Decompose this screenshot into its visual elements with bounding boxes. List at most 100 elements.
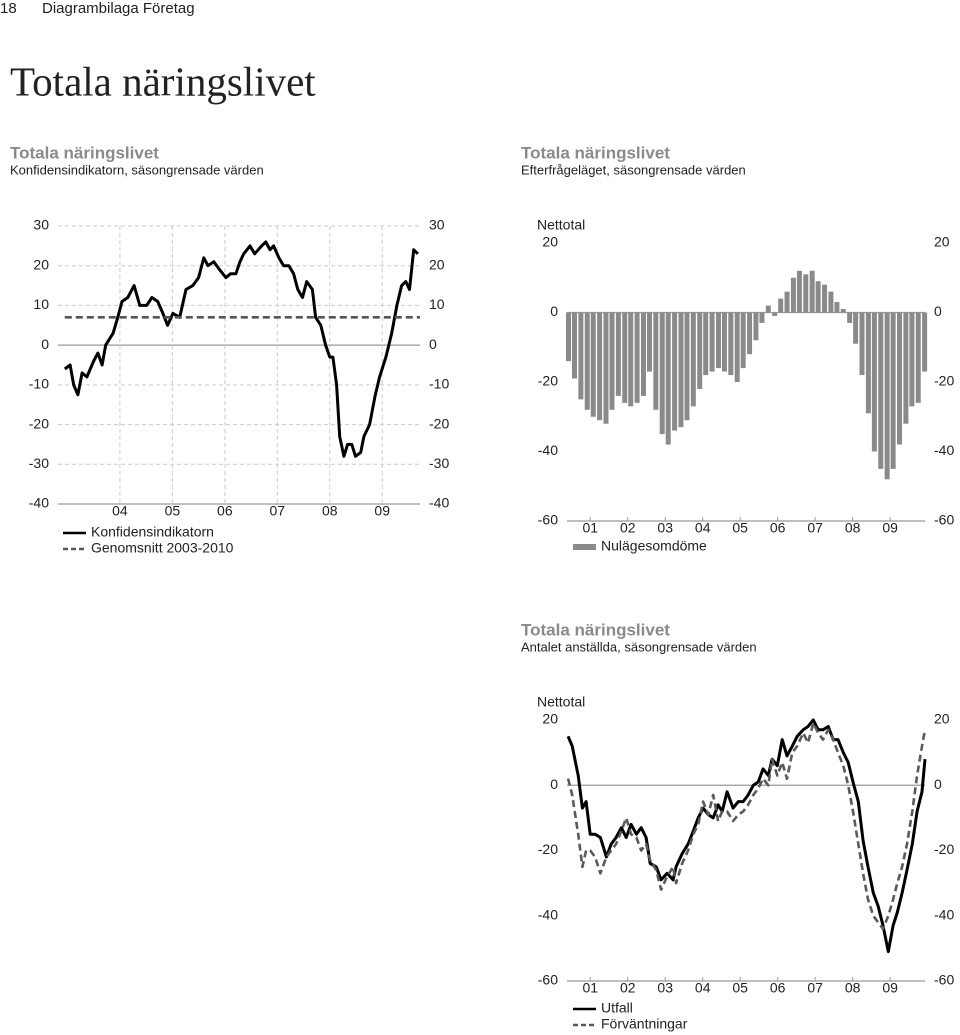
legend-swatch: [573, 544, 596, 550]
bar: [584, 312, 590, 410]
y-tick-label: -40: [29, 495, 49, 511]
x-tick-label: 01: [582, 980, 598, 996]
y2-tick-label: -60: [934, 972, 954, 988]
series-line: [63, 240, 419, 458]
bar: [890, 312, 896, 469]
y-tick-label: -20: [29, 415, 49, 431]
legend-label: Nulägesomdöme: [601, 538, 707, 554]
y2-tick-label: -20: [934, 841, 954, 857]
bar: [665, 312, 671, 445]
x-tick-label: 07: [807, 980, 823, 996]
y-tick-label: -10: [29, 376, 49, 392]
x-tick-label: 08: [845, 520, 861, 536]
bar: [859, 312, 865, 376]
bar: [828, 291, 834, 313]
bar: [721, 312, 727, 372]
chart-subtitle: Efterfrågeläget, säsongrensade värden: [521, 162, 746, 177]
y-tick-label: -30: [29, 455, 49, 471]
y2-tick-label: 10: [429, 296, 445, 312]
chart-title: Totala näringslivet: [521, 143, 670, 162]
bar: [590, 312, 596, 417]
bar: [672, 312, 678, 431]
legend-label: Konfidensindikatorn: [91, 524, 214, 540]
x-tick-label: 03: [657, 980, 673, 996]
bar: [622, 312, 628, 403]
y-tick-label: -20: [538, 841, 558, 857]
bar: [847, 312, 853, 323]
series-line: [566, 718, 927, 954]
x-tick-label: 01: [582, 520, 598, 536]
page-title: Totala näringslivet: [10, 58, 316, 104]
legend-label: Förväntningar: [601, 1016, 688, 1032]
bar: [747, 312, 753, 355]
bar: [922, 312, 928, 372]
x-tick-label: 05: [732, 980, 748, 996]
y-axis-label: Nettotal: [537, 694, 585, 710]
bar: [765, 305, 771, 313]
bar: [709, 312, 715, 372]
y-tick-label: -60: [538, 972, 558, 988]
y-tick-label: 20: [542, 234, 558, 250]
y2-tick-label: -40: [934, 442, 954, 458]
y2-tick-label: 30: [429, 217, 445, 233]
bar: [603, 312, 609, 424]
bar: [759, 312, 765, 323]
x-tick-label: 06: [770, 980, 786, 996]
bar: [796, 270, 802, 313]
y2-tick-label: -30: [429, 455, 449, 471]
bar: [753, 312, 759, 341]
bar: [697, 312, 703, 389]
x-tick-label: 03: [657, 520, 673, 536]
bar: [678, 312, 684, 428]
y-tick-label: -60: [538, 512, 558, 528]
y-tick-label: 0: [550, 303, 558, 319]
bar: [884, 312, 890, 480]
bar: [715, 312, 721, 369]
bar: [634, 312, 640, 403]
bar: [571, 312, 577, 379]
bar: [809, 270, 815, 313]
bar: [772, 312, 778, 316]
y2-tick-label: -10: [429, 376, 449, 392]
y-tick-label: 20: [542, 711, 558, 727]
y2-tick-label: -20: [429, 415, 449, 431]
bar: [909, 312, 915, 407]
x-tick-label: 06: [217, 503, 233, 519]
y-tick-label: 20: [33, 256, 49, 272]
bar: [915, 312, 921, 403]
bar: [659, 312, 665, 435]
legend-label: Utfall: [601, 1000, 633, 1016]
x-tick-label: 08: [845, 980, 861, 996]
x-tick-label: 02: [620, 520, 636, 536]
y-tick-label: 0: [41, 336, 49, 352]
bar: [684, 312, 690, 421]
y-tick-label: 10: [33, 296, 49, 312]
chart-title: Totala näringslivet: [521, 620, 670, 639]
bar: [597, 312, 603, 421]
x-tick-label: 08: [322, 503, 338, 519]
bar: [853, 312, 859, 344]
y2-tick-label: 20: [429, 256, 445, 272]
bar: [878, 312, 884, 469]
x-tick-label: 04: [695, 520, 711, 536]
bar: [734, 312, 740, 382]
y-axis-label: Nettotal: [537, 217, 585, 233]
bar: [834, 302, 840, 313]
bar: [628, 312, 634, 407]
x-tick-label: 09: [882, 980, 898, 996]
x-tick-label: 09: [374, 503, 390, 519]
y2-tick-label: 0: [934, 776, 942, 792]
x-tick-label: 09: [882, 520, 898, 536]
bar: [728, 312, 734, 376]
bar: [815, 281, 821, 313]
y2-tick-label: -60: [934, 512, 954, 528]
y-tick-label: -40: [538, 442, 558, 458]
x-tick-label: 05: [732, 520, 748, 536]
y2-tick-label: 0: [934, 303, 942, 319]
legend-label: Genomsnitt 2003-2010: [91, 540, 234, 556]
x-tick-label: 07: [807, 520, 823, 536]
bar: [565, 312, 571, 362]
x-tick-label: 05: [165, 503, 181, 519]
x-tick-label: 07: [270, 503, 286, 519]
